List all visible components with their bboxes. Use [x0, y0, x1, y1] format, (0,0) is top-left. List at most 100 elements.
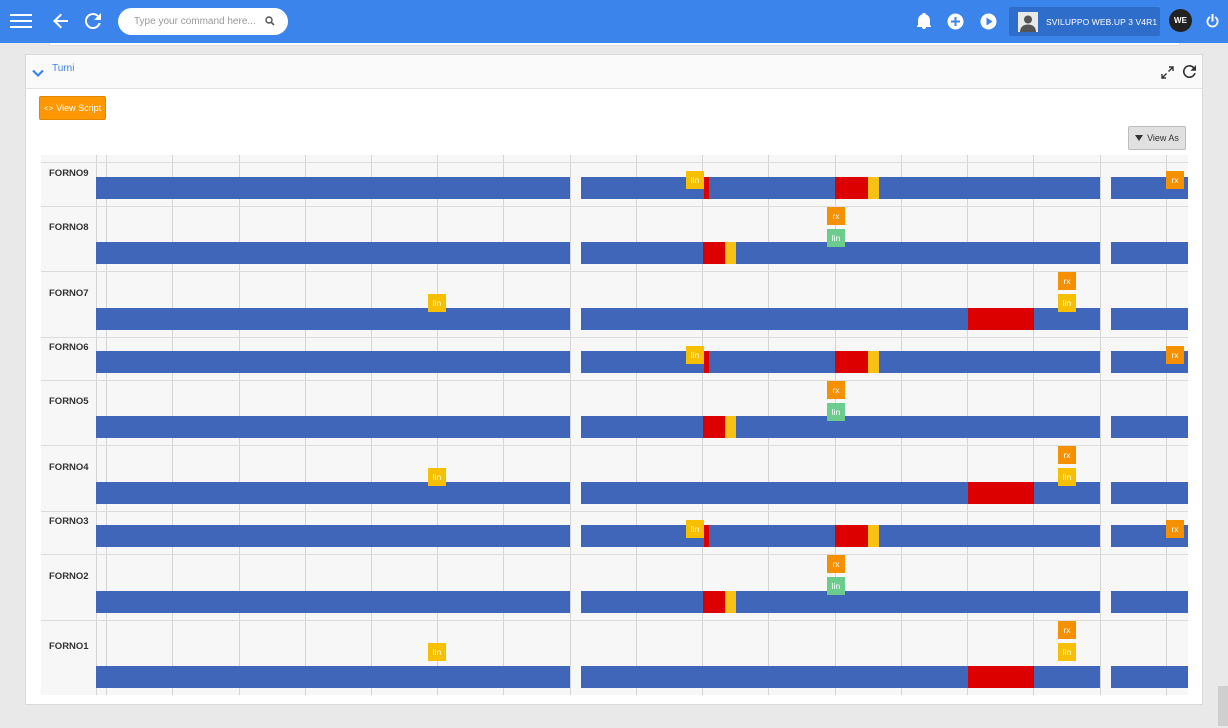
shift-bar[interactable]: [1111, 482, 1188, 504]
command-input[interactable]: [134, 14, 262, 29]
chevron-down-icon[interactable]: [32, 67, 44, 79]
row-label-forno7: FORNO7: [49, 287, 89, 299]
notifications-bell-icon[interactable]: [911, 8, 937, 34]
event-tag-lin[interactable]: lin: [1058, 468, 1076, 486]
grid-line[interactable]: [570, 155, 571, 695]
event-tag-rx[interactable]: rx: [827, 381, 845, 399]
alarm-segment[interactable]: [835, 351, 868, 373]
event-tag-rx[interactable]: rx: [1166, 520, 1184, 538]
event-tag-lin[interactable]: lin: [428, 643, 446, 661]
view-as-label: View As: [1147, 133, 1179, 143]
shift-bar[interactable]: [1111, 416, 1188, 438]
shift-bar[interactable]: [96, 591, 570, 613]
alarm-segment[interactable]: [703, 416, 725, 438]
shift-bar[interactable]: [96, 242, 570, 264]
grid-line[interactable]: [1100, 155, 1101, 695]
event-tag-rx[interactable]: rx: [1058, 446, 1076, 464]
event-tag-lin[interactable]: lin: [827, 403, 845, 421]
shift-bar[interactable]: [96, 351, 570, 373]
row-label-forno5: FORNO5: [49, 396, 89, 407]
back-arrow-icon[interactable]: [48, 8, 74, 34]
row-divider[interactable]: [41, 380, 1188, 381]
alarm-segment[interactable]: [968, 482, 1034, 504]
row-divider[interactable]: [41, 620, 1188, 621]
row-divider[interactable]: [41, 445, 1188, 446]
event-tag-rx[interactable]: rx: [1058, 621, 1076, 639]
user-menu[interactable]: SVILUPPO WEB.UP 3 V4R1: [1009, 7, 1160, 36]
warning-segment[interactable]: [868, 525, 879, 547]
user-avatar-icon: [1018, 11, 1038, 32]
command-search-box[interactable]: [118, 8, 288, 35]
power-icon[interactable]: [1199, 8, 1225, 34]
refresh-icon[interactable]: [1183, 65, 1196, 78]
shift-bar[interactable]: [1111, 242, 1188, 264]
previous-panel-edge: [49, 43, 1180, 46]
view-as-button[interactable]: View As: [1128, 126, 1186, 150]
event-tag-lin[interactable]: lin: [827, 577, 845, 595]
shift-bar[interactable]: [1111, 666, 1188, 688]
scrollbar[interactable]: [1218, 686, 1228, 726]
gantt-chart: FORNO9 lin rx FORNO8 rx lin FORNO7 lin rx lin FORN…: [41, 155, 1188, 695]
warning-segment[interactable]: [725, 242, 736, 264]
add-circle-icon[interactable]: [942, 8, 968, 34]
row-label-forno8: FORNO8: [49, 222, 89, 233]
shift-bar[interactable]: [96, 177, 570, 199]
fullscreen-icon[interactable]: [1161, 66, 1174, 79]
hamburger-menu-icon[interactable]: [8, 8, 34, 34]
row-divider[interactable]: [41, 554, 1188, 555]
alarm-segment[interactable]: [703, 591, 725, 613]
row-label-forno9: FORNO9: [49, 167, 89, 179]
event-tag-rx[interactable]: rx: [827, 555, 845, 573]
event-tag-lin[interactable]: lin: [686, 520, 704, 538]
event-tag-lin[interactable]: lin: [686, 346, 704, 364]
warning-segment[interactable]: [725, 591, 736, 613]
shift-bar[interactable]: [96, 482, 570, 504]
panel-header: Turni: [26, 55, 1202, 89]
shift-bar[interactable]: [1111, 591, 1188, 613]
row-label-forno6: FORNO6: [49, 342, 89, 353]
event-tag-lin[interactable]: lin: [428, 294, 446, 312]
event-tag-lin[interactable]: lin: [827, 229, 845, 247]
warning-segment[interactable]: [725, 416, 736, 438]
shift-bar[interactable]: [96, 416, 570, 438]
search-icon[interactable]: [264, 15, 276, 27]
warning-segment[interactable]: [868, 351, 879, 373]
alarm-segment[interactable]: [704, 177, 709, 199]
alarm-segment[interactable]: [835, 525, 868, 547]
event-tag-rx[interactable]: rx: [1166, 346, 1184, 364]
event-tag-lin[interactable]: lin: [1058, 643, 1076, 661]
row-divider[interactable]: [41, 206, 1188, 207]
event-tag-rx[interactable]: rx: [1166, 171, 1184, 189]
alarm-segment[interactable]: [968, 666, 1034, 688]
event-tag-lin[interactable]: lin: [1058, 294, 1076, 312]
code-icon: <>: [43, 103, 54, 113]
event-tag-rx[interactable]: rx: [827, 207, 845, 225]
refresh-icon[interactable]: [80, 8, 106, 34]
user-label: SVILUPPO WEB.UP 3 V4R1: [1046, 16, 1158, 27]
event-tag-lin[interactable]: lin: [686, 171, 704, 189]
warning-segment[interactable]: [868, 177, 879, 199]
event-tag-rx[interactable]: rx: [1058, 272, 1076, 290]
alarm-segment[interactable]: [704, 525, 709, 547]
avatar[interactable]: WE: [1169, 9, 1192, 32]
shift-bar[interactable]: [96, 525, 570, 547]
alarm-segment[interactable]: [968, 308, 1034, 330]
row-label-forno2: FORNO2: [49, 570, 89, 582]
alarm-segment[interactable]: [835, 177, 868, 199]
shift-bar[interactable]: [1111, 308, 1188, 330]
play-circle-icon[interactable]: [975, 8, 1001, 34]
turni-panel: Turni <> View Script View As FORNO9 lin rx…: [25, 54, 1203, 705]
view-script-label: View Script: [56, 103, 102, 113]
shift-bar[interactable]: [96, 308, 570, 330]
alarm-segment[interactable]: [704, 351, 709, 373]
row-label-forno4: FORNO4: [49, 461, 89, 473]
grid-line[interactable]: [41, 162, 1188, 163]
event-tag-lin[interactable]: lin: [428, 468, 446, 486]
shift-bar[interactable]: [96, 666, 570, 688]
row-divider[interactable]: [41, 337, 1188, 338]
view-script-button[interactable]: <> View Script: [39, 96, 106, 120]
alarm-segment[interactable]: [703, 242, 725, 264]
row-divider[interactable]: [41, 271, 1188, 272]
row-label-forno3: FORNO3: [49, 516, 89, 527]
row-divider[interactable]: [41, 511, 1188, 512]
